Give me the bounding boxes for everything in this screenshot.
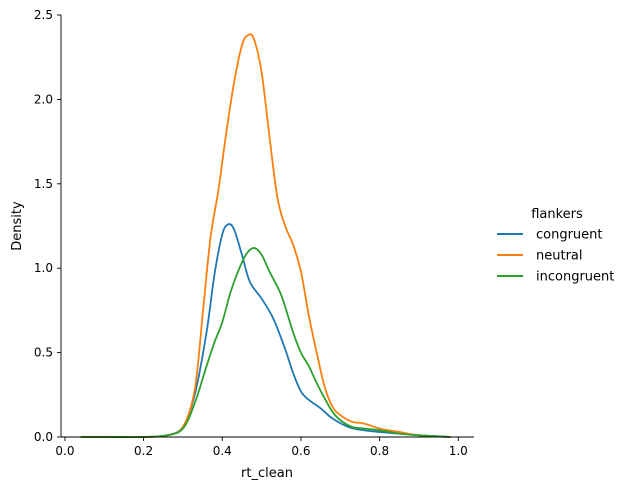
legend-label-incongruent: incongruent bbox=[536, 270, 614, 285]
legend-title: flankers bbox=[531, 207, 583, 222]
y-tick-label: 0.5 bbox=[34, 346, 53, 360]
series-line-neutral bbox=[80, 33, 451, 439]
y-tick-label: 1.0 bbox=[34, 261, 53, 275]
y-axis-label: Density bbox=[10, 201, 25, 251]
legend: flankers congruent neutral incongruent bbox=[497, 207, 614, 285]
x-tick-label: 0.4 bbox=[213, 444, 232, 458]
x-tick-label: 0.2 bbox=[134, 444, 153, 458]
y-ticks: 0.0 0.5 1.0 1.5 2.0 2.5 bbox=[34, 8, 61, 444]
x-tick-label: 0.0 bbox=[55, 444, 74, 458]
series-line-congruent bbox=[80, 223, 451, 439]
y-tick-label: 2.0 bbox=[34, 92, 53, 106]
x-tick-label: 0.8 bbox=[370, 444, 389, 458]
series-line-incongruent bbox=[80, 247, 451, 439]
legend-entries: congruent neutral incongruent bbox=[497, 228, 614, 285]
x-axis-label: rt_clean bbox=[241, 466, 293, 481]
y-tick-label: 0.0 bbox=[34, 430, 53, 444]
y-tick-label: 1.5 bbox=[34, 177, 53, 191]
x-ticks: 0.0 0.2 0.4 0.6 0.8 1.0 bbox=[55, 437, 468, 458]
x-tick-label: 1.0 bbox=[449, 444, 468, 458]
x-tick-label: 0.6 bbox=[291, 444, 310, 458]
legend-label-neutral: neutral bbox=[536, 249, 583, 264]
legend-label-congruent: congruent bbox=[536, 228, 603, 243]
y-tick-label: 2.5 bbox=[34, 8, 53, 22]
plot-lines bbox=[80, 33, 451, 439]
